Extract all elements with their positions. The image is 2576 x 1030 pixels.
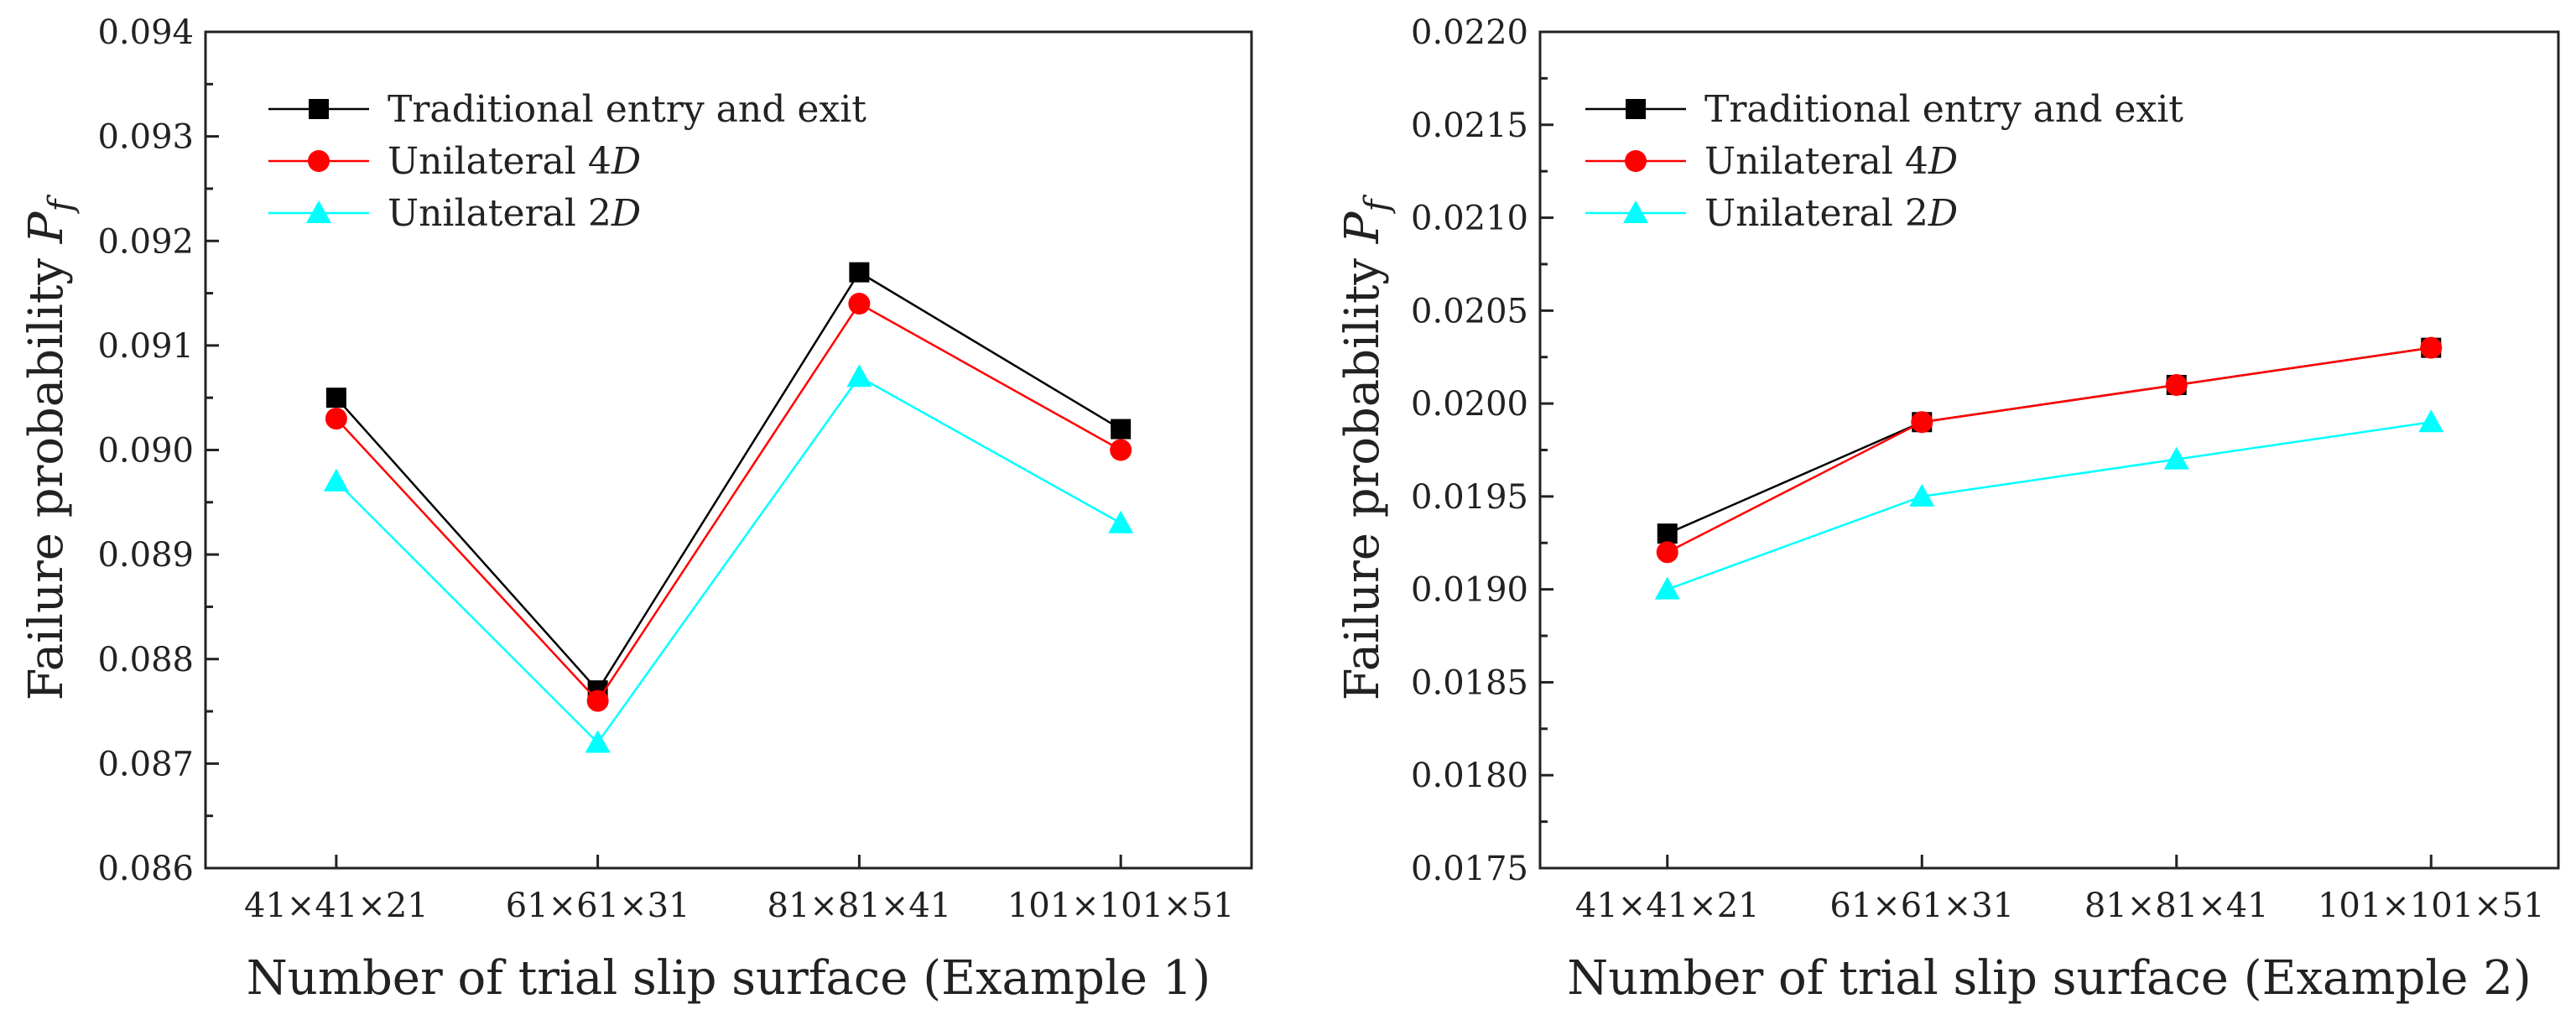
series-square xyxy=(1657,337,2442,544)
y-tick-label: 0.091 xyxy=(97,327,194,366)
x-tick-label: 61×61×31 xyxy=(1829,887,2014,925)
legend-label-italic: D xyxy=(611,192,641,235)
chart-1: 0.086 0.087 0.088 0.089 0.090 0.091 0.092 0.093… xyxy=(19,13,1253,1006)
y-tick-label: 0.0200 xyxy=(1411,385,1528,424)
x-axis-title: Number of trial slip surface (Example 1) xyxy=(247,951,1210,1006)
y-tick-label: 0.0195 xyxy=(1411,478,1528,517)
legend-label-text: Unilateral 4 xyxy=(388,140,611,183)
data-point xyxy=(846,364,872,388)
series-line xyxy=(1667,346,2432,535)
legend-label-text: Unilateral 4 xyxy=(1704,140,1928,183)
y-tick-label: 0.089 xyxy=(97,536,194,575)
y-tick-label: 0.0205 xyxy=(1411,292,1528,330)
series-line xyxy=(1667,421,2432,590)
data-point xyxy=(1108,510,1134,533)
x-axis-title: Number of trial slip surface (Example 2) xyxy=(1567,951,2531,1006)
data-point xyxy=(1909,483,1935,507)
series-circle xyxy=(1656,336,2443,564)
y-axis-title-symbol: P xyxy=(19,211,74,244)
y-tick-label: 0.0185 xyxy=(1411,663,1528,702)
data-point xyxy=(2418,409,2444,433)
x-tick-label: 41×41×21 xyxy=(244,887,429,925)
y-tick-label: 0.0220 xyxy=(1411,13,1528,52)
y-tick-label: 0.093 xyxy=(97,118,194,157)
legend-label: Traditional entry and exit xyxy=(388,88,866,131)
x-tick-label: 101×101×51 xyxy=(1007,887,1235,925)
data-point xyxy=(2420,336,2443,359)
legend-label: Unilateral 4D xyxy=(1704,140,1958,183)
series-circle xyxy=(325,293,1132,712)
y-tick-label: 0.092 xyxy=(97,222,194,261)
y-tick-label: 0.094 xyxy=(97,13,194,52)
chart-2: 0.0175 0.0180 0.0185 0.0190 0.0195 0.0200 0.02… xyxy=(1335,13,2560,1006)
data-point xyxy=(1657,523,1678,544)
x-tick-label: 81×81×41 xyxy=(768,887,952,925)
y-tick-label: 0.0210 xyxy=(1411,200,1528,238)
legend-label-italic: D xyxy=(1928,192,1958,235)
series-triangle xyxy=(1654,409,2444,600)
series-line xyxy=(335,270,1121,693)
legend-marker xyxy=(306,200,331,223)
legend-label-text: Unilateral 2 xyxy=(388,192,611,235)
data-point xyxy=(2163,446,2189,470)
data-point xyxy=(849,262,870,283)
y-axis-title-subscript: f xyxy=(42,195,81,215)
series-line xyxy=(335,375,1121,745)
data-point xyxy=(1656,541,1678,564)
series-square xyxy=(325,262,1132,701)
data-point xyxy=(848,293,871,315)
plot-frame xyxy=(1538,30,2560,870)
legend-label: Traditional entry and exit xyxy=(1704,88,2183,131)
data-point xyxy=(585,730,611,753)
legend-label-text: Traditional entry and exit xyxy=(1704,88,2183,131)
legend-marker xyxy=(1625,150,1647,172)
y-axis-title-text: Failure probability xyxy=(1335,243,1390,700)
y-axis-title-text: Failure probability xyxy=(19,243,74,700)
y-tick-label: 0.087 xyxy=(97,745,194,783)
y-tick-label: 0.088 xyxy=(97,641,194,679)
data-point xyxy=(1111,419,1132,440)
y-tick-label: 0.086 xyxy=(97,850,194,888)
series-triangle xyxy=(323,364,1134,753)
data-point xyxy=(1110,439,1132,461)
x-tick-label: 81×81×41 xyxy=(2084,887,2269,925)
legend-marker xyxy=(308,150,330,172)
legend-label: Unilateral 2D xyxy=(388,192,641,235)
legend-marker xyxy=(1623,200,1648,223)
y-tick-label: 0.0175 xyxy=(1411,850,1528,888)
x-tick-label: 101×101×51 xyxy=(2318,887,2545,925)
y-axis-title-symbol: P xyxy=(1335,211,1390,244)
data-point xyxy=(325,388,346,408)
y-tick-label: 0.0180 xyxy=(1411,757,1528,795)
y-tick-label: 0.0190 xyxy=(1411,571,1528,610)
data-point xyxy=(2165,373,2188,396)
legend-label-italic: D xyxy=(1928,140,1958,183)
plot-frame xyxy=(204,30,1253,870)
x-tick-label: 61×61×31 xyxy=(506,887,690,925)
y-tick-label: 0.0215 xyxy=(1411,107,1528,145)
legend-label-text: Unilateral 2 xyxy=(1704,192,1928,235)
x-tick-label: 41×41×21 xyxy=(1575,887,1760,925)
y-tick-label: 0.090 xyxy=(97,432,194,471)
y-axis-title: Failure probability Pf xyxy=(1335,195,1397,701)
data-point xyxy=(323,468,349,492)
y-axis-title: Failure probability Pf xyxy=(19,195,81,701)
legend-label: Unilateral 2D xyxy=(1704,192,1958,235)
legend-marker xyxy=(309,99,329,119)
legend-label-text: Traditional entry and exit xyxy=(388,88,866,131)
data-point xyxy=(586,689,609,712)
series-line xyxy=(335,302,1121,703)
data-point xyxy=(1911,411,1933,434)
data-point xyxy=(325,408,347,430)
y-axis-title-subscript: f xyxy=(1358,195,1397,215)
legend-label: Unilateral 4D xyxy=(388,140,641,183)
legend-marker xyxy=(1626,99,1646,119)
legend-label-italic: D xyxy=(611,140,641,183)
series-line xyxy=(1667,346,2432,554)
data-point xyxy=(1654,576,1680,600)
